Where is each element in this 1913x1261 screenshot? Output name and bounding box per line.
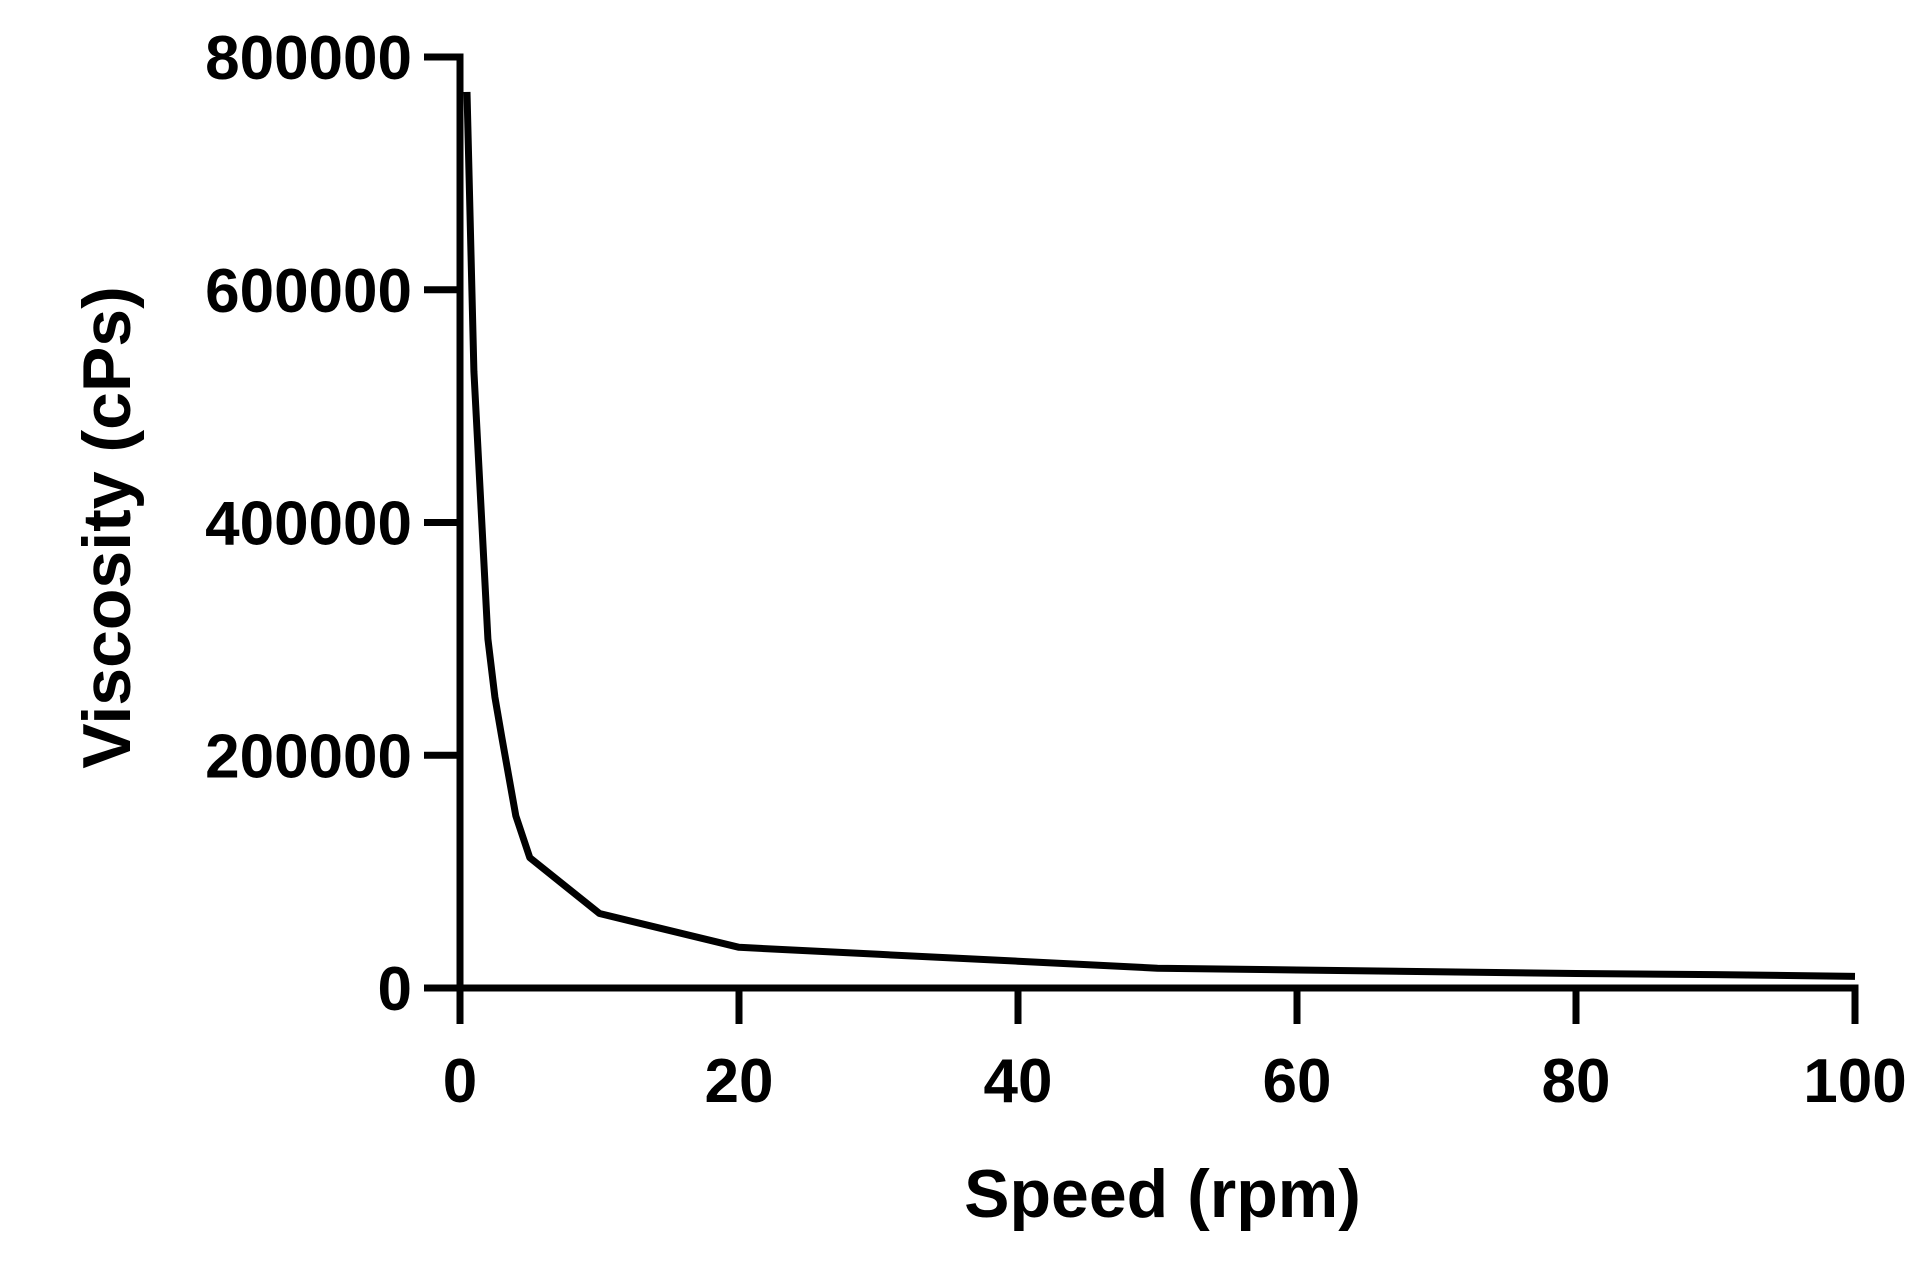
x-tick-label: 0 [443, 1047, 477, 1116]
x-axis-title: Speed (rpm) [964, 1156, 1361, 1232]
y-tick-label: 0 [378, 955, 412, 1024]
x-tick-label: 60 [1263, 1047, 1332, 1116]
x-axis-ticks: 0 20 40 60 80 100 [443, 988, 1907, 1116]
series-line [463, 91, 1856, 980]
y-axis-ticks: 0 200000 400000 600000 800000 [205, 24, 460, 1024]
y-tick-label: 800000 [205, 24, 412, 93]
y-axis-title: Viscosity (cPs) [69, 286, 145, 769]
x-tick-label: 20 [705, 1047, 774, 1116]
y-tick-label: 400000 [205, 490, 412, 559]
x-tick-label: 100 [1803, 1047, 1906, 1116]
y-tick-label: 600000 [205, 257, 412, 326]
series-layer [463, 91, 1856, 980]
y-tick-label: 200000 [205, 722, 412, 791]
x-tick-label: 40 [984, 1047, 1053, 1116]
x-tick-label: 80 [1542, 1047, 1611, 1116]
